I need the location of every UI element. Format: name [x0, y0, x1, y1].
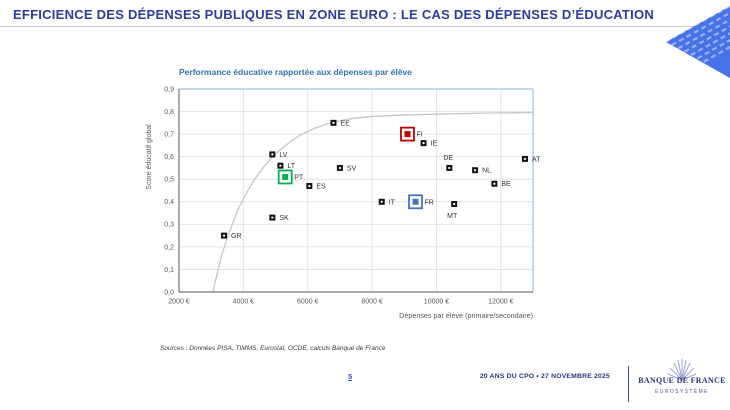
point-label-DE: DE: [443, 155, 453, 162]
y-tick-label: 0,0: [164, 289, 174, 296]
y-tick-label: 0,9: [164, 86, 174, 93]
point-dot-AT: [523, 157, 527, 161]
x-tick-label: 2000 €: [168, 299, 190, 306]
point-label-LV: LV: [279, 152, 287, 159]
point-dot-SK: [271, 216, 274, 219]
point-dot-IT: [380, 200, 383, 203]
x-tick-label: 4000 €: [233, 299, 255, 306]
point-dot-LV: [271, 153, 274, 156]
scatter-plot: 0,0 0,1 0,2 0,3 0,4 0,5 0,6 0,7 0,8 0,9 2000 € 4000…: [146, 86, 541, 320]
point-dot-DE: [448, 166, 451, 170]
efficiency-frontier-curve: [212, 111, 534, 293]
x-tick-label: 10000 €: [424, 299, 449, 306]
y-tick-label: 0,4: [164, 199, 174, 206]
point-PT: [282, 173, 289, 180]
y-tick-label: 0,1: [164, 267, 174, 274]
bdf-logo-subtitle: EUROSYSTÈME: [655, 389, 709, 395]
point-FI: [404, 131, 411, 138]
point-dot-LT: [279, 164, 282, 167]
bdf-logo-name: BANQUE DE FRANCE: [638, 376, 726, 385]
point-label-EE: EE: [340, 120, 350, 127]
x-tick-label: 12000 €: [488, 299, 513, 306]
point-label-IE: IE: [431, 141, 438, 148]
point-dot-NL: [473, 169, 477, 172]
point-label-SV: SV: [347, 165, 357, 172]
point-label-PT: PT: [294, 174, 304, 181]
point-dot-ES: [308, 184, 311, 188]
point-dot-EE: [332, 121, 335, 124]
point-label-BE: BE: [501, 181, 511, 188]
point-label-SK: SK: [279, 215, 289, 222]
x-tick-label: 8000 €: [361, 299, 383, 306]
point-dot-GR: [222, 234, 226, 237]
chart-sources: Sources : Données PISA, TIMMS, Eurostat,…: [160, 345, 386, 352]
bdf-starburst-icon: [667, 359, 697, 381]
point-label-FI: FI: [416, 132, 422, 139]
y-axis-title: Score éducatif global: [146, 124, 153, 190]
footer-divider: [628, 366, 629, 402]
corner-arrow-decoration-icon: [666, 6, 730, 78]
point-label-MT: MT: [447, 213, 458, 220]
y-tick-label: 0,6: [164, 154, 174, 161]
point-label-AT: AT: [532, 156, 541, 163]
y-tick-label: 0,7: [164, 132, 174, 139]
y-tick-label: 0,2: [164, 244, 174, 251]
point-FR: [412, 198, 419, 205]
point-label-IT: IT: [389, 199, 396, 206]
point-dot-MT: [453, 202, 456, 206]
point-dot-IE: [422, 142, 425, 145]
point-label-FR: FR: [425, 199, 434, 206]
point-label-ES: ES: [316, 183, 326, 190]
x-tick-label: 6000 €: [297, 299, 319, 306]
y-tick-label: 0,5: [164, 177, 174, 184]
x-axis-title: Dépenses par élève (primaire/secondaire): [399, 311, 533, 320]
slide-title: EFFICIENCE DES DÉPENSES PUBLIQUES EN ZON…: [13, 7, 654, 22]
bdf-logo: BANQUE DE FRANCE EUROSYSTÈME: [637, 359, 727, 395]
point-label-GR: GR: [231, 233, 242, 240]
y-tick-label: 0,3: [164, 222, 174, 229]
footer-event-label: 20 ANS DU CPO • 27 NOVEMBRE 2025: [479, 373, 610, 380]
page-number: 5: [348, 372, 353, 381]
title-divider: [0, 26, 730, 27]
point-dot-BE: [493, 182, 496, 185]
chart-title: Performance éducative rapportée aux dépe…: [179, 67, 412, 77]
point-label-NL: NL: [482, 168, 491, 175]
point-dot-SV: [338, 166, 342, 170]
y-tick-label: 0,8: [164, 109, 174, 116]
point-label-LT: LT: [287, 163, 295, 170]
